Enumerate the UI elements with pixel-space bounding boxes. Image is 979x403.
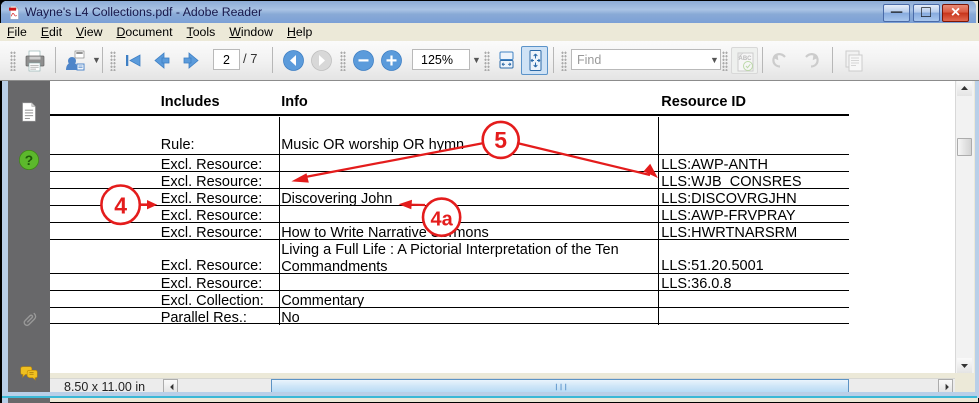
svg-text:ABC: ABC <box>739 56 753 62</box>
svg-text:?: ? <box>25 153 33 168</box>
